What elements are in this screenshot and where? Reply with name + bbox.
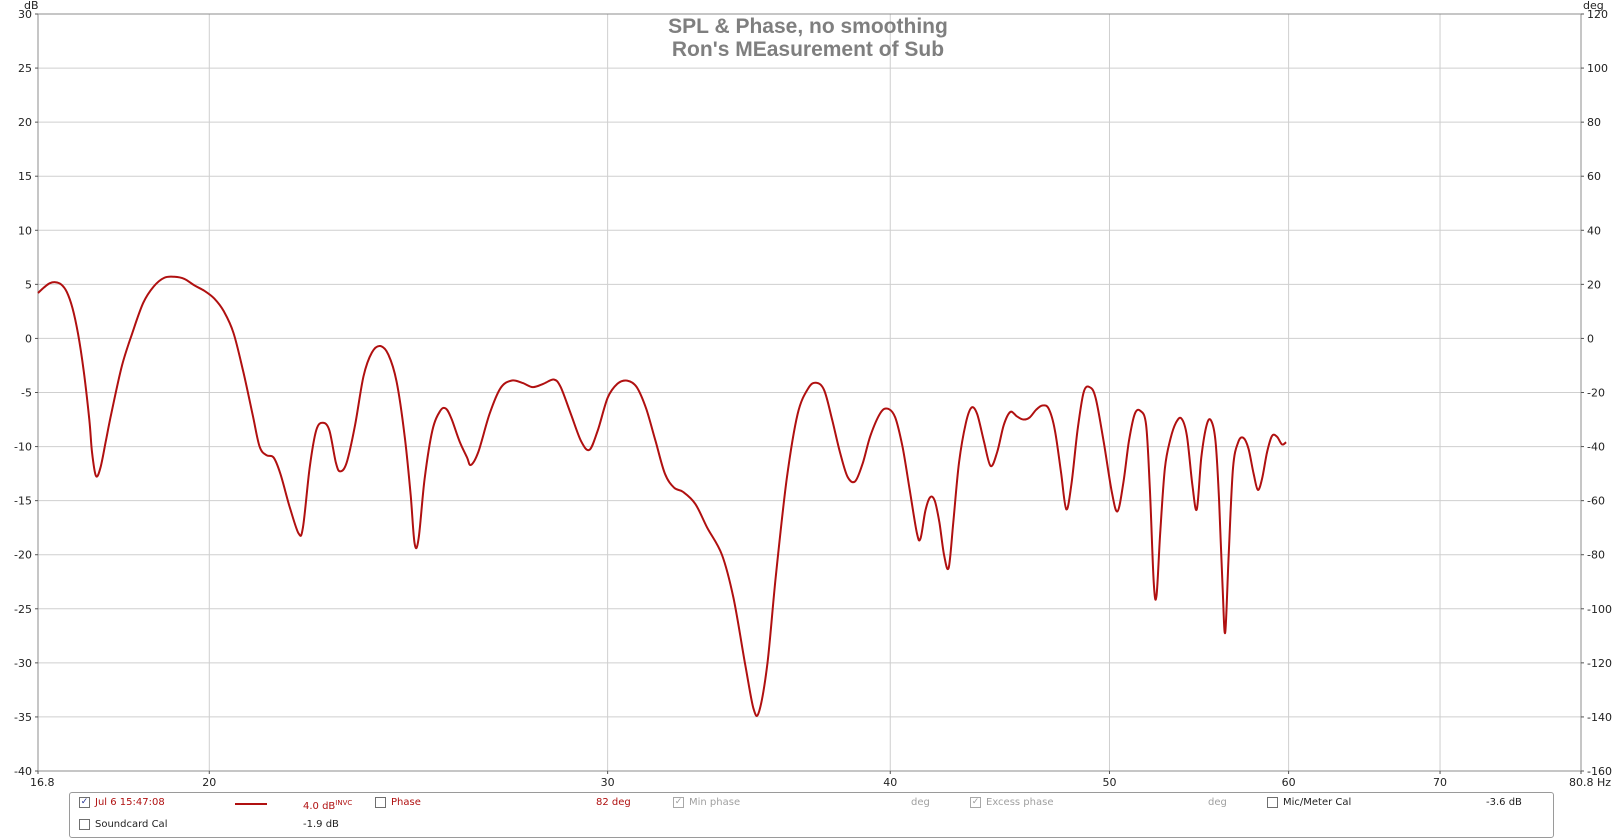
mic-meter-cal-label: Mic/Meter Cal xyxy=(1283,797,1352,808)
y2-tick-label: -80 xyxy=(1587,549,1605,562)
y2-tick-label: -140 xyxy=(1587,711,1612,724)
y-tick-label: -15 xyxy=(14,495,32,508)
x-tick-label: 70 xyxy=(1433,776,1447,789)
y2-tick-label: -160 xyxy=(1587,765,1612,778)
y2-tick-label: -60 xyxy=(1587,495,1605,508)
legend-panel: ✓ Jul 6 15:47:08 4.0 dBINVC Phase 82 deg… xyxy=(69,792,1554,838)
excess-phase-label: Excess phase xyxy=(986,797,1054,808)
y-tick-label: -25 xyxy=(14,603,32,616)
phase-label: Phase xyxy=(391,797,421,808)
y2-tick-label: 100 xyxy=(1587,62,1608,75)
measurement-label: Jul 6 15:47:08 xyxy=(95,797,165,808)
series-line xyxy=(37,275,1287,717)
y-tick-label: -20 xyxy=(14,549,32,562)
x-tick-label: 60 xyxy=(1282,776,1296,789)
excess-phase-value: deg xyxy=(1208,797,1227,808)
y2-tick-label: -20 xyxy=(1587,387,1605,400)
chart-title: SPL & Phase, no smoothing xyxy=(668,15,948,38)
y-axis-ticks: 30 25 20 15 10 5 0 -5 -10 -15 -20 -25 -30 -35 -40 xyxy=(14,8,38,778)
y2-tick-label: 80 xyxy=(1587,116,1601,129)
min-phase-value: deg xyxy=(911,797,930,808)
y-tick-label: -5 xyxy=(21,387,32,400)
y2-axis-ticks: 120 100 80 60 40 20 0 -20 -40 -60 -80 -100 -120 -140 -… xyxy=(1581,8,1612,778)
mic-meter-cal-value: -3.6 dB xyxy=(1486,797,1522,808)
y2-axis-label: deg xyxy=(1583,0,1604,12)
excess-phase-checkbox[interactable]: ✓ xyxy=(970,797,981,808)
soundcard-cal-label: Soundcard Cal xyxy=(95,819,168,830)
y-tick-label: 30 xyxy=(18,8,32,21)
x-tick-label: 50 xyxy=(1102,776,1116,789)
y-axis-label: dB xyxy=(24,0,39,12)
measurement-line-swatch xyxy=(235,803,267,805)
y2-tick-label: -100 xyxy=(1587,603,1612,616)
y-tick-label: -35 xyxy=(14,711,32,724)
series-group xyxy=(37,275,1287,717)
phase-checkbox[interactable] xyxy=(375,797,386,808)
soundcard-cal-value: -1.9 dB xyxy=(303,819,339,830)
y2-tick-label: 120 xyxy=(1587,8,1608,21)
y-tick-label: 20 xyxy=(18,116,32,129)
y-tick-label: 25 xyxy=(18,62,32,75)
y-tick-label: 10 xyxy=(18,224,32,237)
y-tick-label: 5 xyxy=(25,278,32,291)
soundcard-cal-checkbox[interactable] xyxy=(79,819,90,830)
y-tick-label: -30 xyxy=(14,657,32,670)
y-tick-label: 0 xyxy=(25,332,32,345)
mic-meter-cal-checkbox[interactable] xyxy=(1267,797,1278,808)
min-phase-checkbox[interactable]: ✓ xyxy=(673,797,684,808)
x-axis-ticks: 16.8 20 30 40 50 60 70 80.8 Hz xyxy=(30,771,1611,789)
y2-tick-label: 40 xyxy=(1587,224,1601,237)
min-phase-label: Min phase xyxy=(689,797,741,808)
y2-tick-label: -120 xyxy=(1587,657,1612,670)
x-tick-label: 80.8 Hz xyxy=(1569,776,1611,789)
y2-tick-label: 60 xyxy=(1587,170,1601,183)
phase-value: 82 deg xyxy=(596,797,631,808)
x-tick-label: 40 xyxy=(883,776,897,789)
measurement-checkbox[interactable]: ✓ xyxy=(79,797,90,808)
y2-tick-label: -40 xyxy=(1587,441,1605,454)
chart-subtitle: Ron's MEasurement of Sub xyxy=(672,38,944,61)
y2-tick-label: 20 xyxy=(1587,278,1601,291)
y-tick-label: -10 xyxy=(14,441,32,454)
x-tick-label: 16.8 xyxy=(30,776,55,789)
y-tick-label: -40 xyxy=(14,765,32,778)
x-tick-label: 30 xyxy=(601,776,615,789)
measurement-value: 4.0 dBINVC xyxy=(303,799,353,812)
x-tick-label: 20 xyxy=(202,776,216,789)
y2-tick-label: 0 xyxy=(1587,332,1594,345)
y-tick-label: 15 xyxy=(18,170,32,183)
grid xyxy=(38,14,1581,771)
